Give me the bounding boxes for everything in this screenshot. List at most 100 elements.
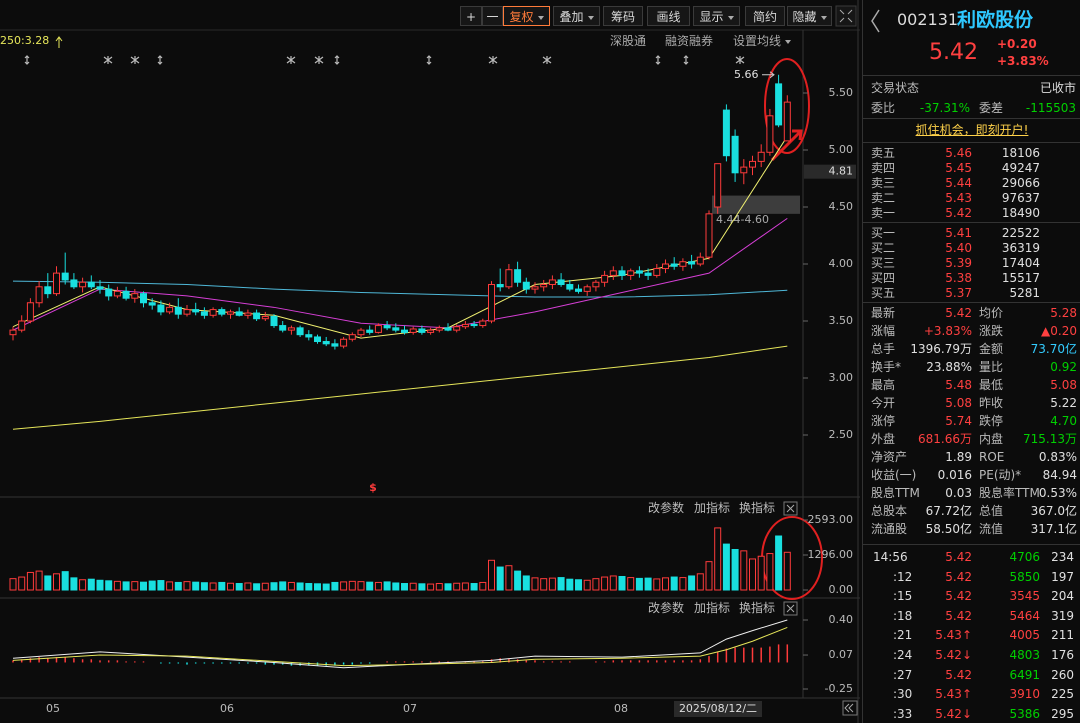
x-tick-label: 07: [403, 702, 417, 715]
divider: [863, 302, 1080, 303]
book-label: 卖三: [871, 176, 896, 190]
toolbar-button[interactable]: 简约: [745, 6, 785, 26]
stat-label: 总股本: [871, 504, 908, 518]
stat-label: 流值: [979, 522, 1004, 536]
candle-body: [113, 290, 121, 297]
fullscreen-icon[interactable]: [835, 5, 857, 27]
volume-bar: [401, 583, 408, 591]
tick-count: 204: [1051, 589, 1074, 604]
toolbar-button[interactable]: +: [460, 6, 482, 26]
toolbar-button[interactable]: 一: [482, 6, 503, 26]
volume-bar: [296, 582, 304, 591]
toolbar-button[interactable]: 复权: [503, 6, 550, 26]
stat-value: 0.016: [937, 468, 972, 482]
indicator-tool[interactable]: 改参数: [648, 501, 685, 515]
candle-body: [70, 279, 78, 288]
volume-bar: [383, 581, 391, 591]
candle-body: [348, 334, 356, 340]
volume-bar: [766, 553, 774, 591]
toolbar-button[interactable]: 筹码: [603, 6, 643, 26]
candle-body: [26, 302, 34, 322]
candle-body: [96, 286, 104, 290]
close-icon[interactable]: [783, 501, 798, 516]
candle-body: [566, 284, 574, 290]
toolbar-button[interactable]: 隐藏: [787, 6, 832, 26]
volume-bar: [627, 577, 635, 591]
stat-value: 715.13万: [1023, 432, 1077, 446]
book-volume: 36319: [1001, 241, 1040, 255]
tick-volume: 3545: [1009, 589, 1040, 604]
volume-bar: [427, 583, 435, 591]
stat-label: 流通股: [871, 522, 908, 536]
tick-count: 295: [1051, 706, 1074, 721]
tick-volume: 5464: [1009, 608, 1040, 623]
candle-body: [105, 288, 113, 297]
volume-bar: [287, 581, 295, 591]
candle-body: [357, 329, 365, 336]
candle-body: [592, 281, 600, 288]
y-tick-label: 3.00: [829, 371, 854, 384]
volume-bar: [722, 543, 730, 591]
stat-label: 金额: [979, 342, 1004, 356]
tick-price: 5.42: [945, 667, 972, 682]
indicator-tool[interactable]: 换指标: [739, 601, 776, 615]
stat-value: 681.66万: [918, 432, 972, 446]
volume-bar: [35, 570, 43, 591]
chart-link[interactable]: 融资融券: [665, 34, 714, 48]
close-icon[interactable]: [783, 601, 798, 616]
stat-label: 外盘: [871, 432, 896, 446]
volume-bar: [392, 582, 400, 591]
chart-link[interactable]: 设置均线: [733, 33, 791, 49]
ma-line: [12, 280, 788, 298]
tick-count: 319: [1051, 608, 1074, 623]
stat-label: 均价: [979, 306, 1004, 320]
stat-label: 昨收: [979, 396, 1004, 410]
stat-value: 0.92: [1050, 360, 1077, 374]
volume-bar: [87, 578, 95, 591]
book-label: 买三: [871, 256, 896, 270]
candle-body: [705, 213, 713, 258]
indicator-tool[interactable]: 改参数: [648, 601, 685, 615]
candle-body: [714, 163, 722, 208]
open-account-link[interactable]: 抓住机会，即刻开户!: [915, 123, 1029, 137]
back-icon[interactable]: [867, 6, 887, 36]
indicator-tool[interactable]: 加指标: [694, 501, 731, 515]
candle-body: [766, 115, 774, 153]
candle-body: [35, 286, 43, 304]
book-price: 5.42: [945, 206, 972, 220]
indicator-tool[interactable]: 换指标: [739, 501, 776, 515]
tick-time: :24: [893, 648, 913, 662]
stat-label: 跌停: [979, 414, 1004, 428]
toolbar-button[interactable]: 画线: [647, 6, 690, 26]
high-arrow: [762, 71, 775, 79]
ma-line: [12, 345, 788, 430]
highlight-arrow: [770, 129, 803, 162]
indicator-tool[interactable]: 加指标: [694, 601, 731, 615]
tick-price: 5.42: [945, 589, 972, 604]
stat-label: 今开: [871, 396, 896, 410]
candle-body: [61, 272, 69, 281]
toolbar-button[interactable]: 叠加: [553, 6, 600, 26]
y-tick-label: -0.25: [825, 682, 853, 695]
ma-label: 250:3.28: [0, 34, 50, 47]
toolbar-button[interactable]: 显示: [693, 6, 740, 26]
stat-value: 5.48: [945, 378, 972, 392]
volume-bar: [157, 580, 165, 591]
chart-link[interactable]: 深股通: [610, 34, 647, 48]
high-tag: 5.66: [734, 68, 759, 81]
candle-body: [575, 288, 582, 292]
volume-bar: [331, 581, 339, 591]
stat-value: 73.70亿: [1030, 342, 1077, 356]
volume-bar: [575, 579, 582, 591]
tick-count: 225: [1051, 687, 1074, 702]
volume-bar: [9, 578, 17, 591]
volume-bar: [757, 555, 765, 591]
scroll-button[interactable]: [842, 700, 858, 716]
book-price: 5.39: [945, 256, 972, 270]
candle-body: [696, 256, 704, 265]
stat-label: 最新: [871, 306, 896, 320]
volume-bar: [314, 583, 321, 591]
stat-value: 84.94: [1042, 468, 1077, 482]
chart-bg: [0, 0, 860, 723]
volume-bar: [583, 579, 591, 591]
